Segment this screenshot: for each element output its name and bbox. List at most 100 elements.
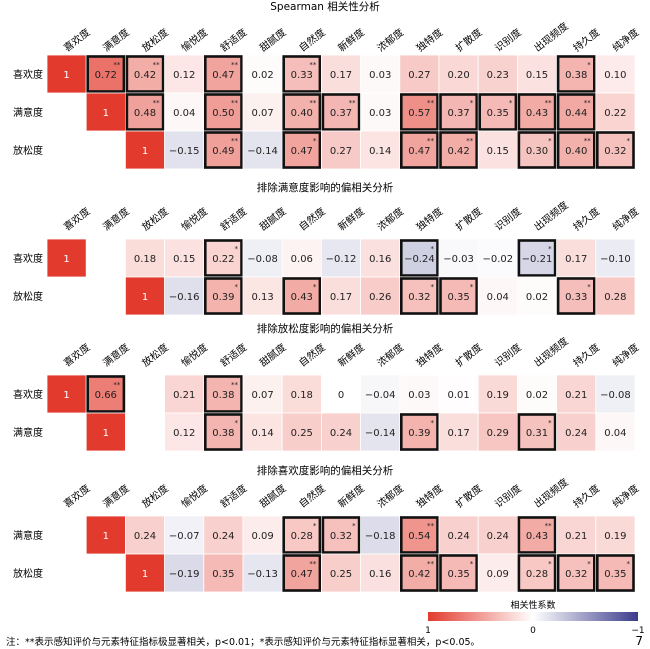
heatmap-cell: [203, 276, 244, 316]
heatmap-cell: [164, 412, 205, 452]
heatmap-cell: [517, 553, 558, 593]
colorbar-tick: −1: [631, 626, 644, 636]
cell-value: 0.21: [173, 390, 195, 401]
significance-box: [439, 131, 479, 169]
significance-box: [282, 277, 322, 315]
heatmap-cell: [281, 130, 322, 170]
cell-value: 0.37: [330, 108, 352, 119]
cell-value: 0.12: [173, 70, 195, 81]
heatmap-cell: [399, 238, 440, 278]
heatmap-cell: [242, 553, 283, 593]
cell-value: 0.32: [604, 146, 626, 157]
heatmap-cell: [477, 238, 518, 278]
significance-mark: **: [231, 137, 239, 145]
column-label: 喜欢度: [61, 26, 93, 55]
cell-value: 0.28: [604, 292, 626, 303]
cell-value: 0.47: [408, 146, 430, 157]
heatmap-cell: [242, 130, 283, 170]
colorbar-tick: 0: [530, 626, 536, 636]
cell-value: 0.35: [212, 569, 234, 580]
column-label: 持久度: [570, 482, 602, 511]
heatmap-cell: [399, 553, 440, 593]
cell-value: 0.09: [487, 569, 509, 580]
cell-value: 0.38: [212, 390, 234, 401]
cell-value: 0.27: [408, 70, 430, 81]
significance-box: [399, 239, 439, 277]
heatmap-cell: [438, 412, 479, 452]
column-label: 识别度: [492, 205, 524, 234]
column-label: 放松度: [139, 26, 171, 55]
significance-mark: **: [545, 522, 553, 530]
significance-box: [282, 55, 322, 93]
cell-value: 0.47: [291, 146, 313, 157]
column-label: 纯净度: [610, 482, 642, 511]
cell-value: 0.40: [565, 146, 587, 157]
cell-value: 0.03: [408, 390, 430, 401]
cell-value: 0.42: [134, 70, 156, 81]
row-label: 放松度: [13, 567, 43, 580]
column-label: 放松度: [139, 482, 171, 511]
significance-box: [282, 516, 322, 554]
heatmap-cell: [46, 374, 87, 414]
column-label: 识别度: [492, 341, 524, 370]
heatmap-cell: [242, 92, 283, 132]
cell-value: 0.33: [565, 292, 587, 303]
cell-value: −0.14: [365, 428, 396, 439]
significance-box: [86, 375, 126, 413]
row-label: 放松度: [13, 290, 43, 303]
colorbar-tick: 1: [425, 626, 431, 636]
cell-value: 0.13: [251, 292, 273, 303]
significance-box: [595, 554, 635, 592]
column-label: 新鲜度: [335, 26, 367, 55]
column-label: 纯净度: [610, 26, 642, 55]
heatmap-cell: [281, 276, 322, 316]
significance-box: [439, 93, 479, 131]
significance-box: [517, 239, 557, 277]
column-label: 纯净度: [610, 341, 642, 370]
significance-box: [86, 55, 126, 93]
cell-value: 1: [103, 428, 109, 439]
column-label: 持久度: [570, 205, 602, 234]
column-label: 自然度: [296, 341, 328, 370]
significance-mark: *: [627, 137, 631, 145]
significance-mark: **: [231, 61, 239, 69]
heatmap-cell: [164, 92, 205, 132]
column-label: 浓郁度: [374, 482, 406, 511]
heatmap-cell: [203, 54, 244, 94]
cell-value: 0.39: [408, 428, 430, 439]
cell-value: 0.72: [95, 70, 117, 81]
column-label: 独特度: [414, 205, 446, 234]
column-label: 浓郁度: [374, 205, 406, 234]
cell-value: 0.10: [604, 70, 626, 81]
column-label: 纯净度: [610, 205, 642, 234]
heatmap-cell: [360, 515, 401, 555]
cell-value: 0.17: [565, 254, 587, 265]
cell-value: 0.47: [212, 70, 234, 81]
significance-mark: *: [431, 245, 435, 253]
cell-value: −0.04: [365, 390, 396, 401]
cell-value: −0.19: [169, 569, 200, 580]
significance-box: [204, 55, 243, 93]
cell-value: 0.07: [251, 108, 273, 119]
heatmap-cell: [517, 54, 558, 94]
significance-box: [517, 516, 557, 554]
column-label: 扩散度: [453, 341, 485, 370]
cell-value: 0.14: [369, 146, 391, 157]
significance-box: [517, 413, 557, 451]
column-label: 愉悦度: [178, 341, 210, 370]
significance-box: [439, 277, 479, 315]
cell-value: 0.22: [604, 108, 626, 119]
row-label: 满意度: [13, 106, 43, 119]
cell-value: 0.29: [487, 428, 509, 439]
column-label: 浓郁度: [374, 341, 406, 370]
cell-value: 0.40: [291, 108, 313, 119]
cell-value: 0.32: [408, 292, 430, 303]
heatmap-cell: [360, 374, 401, 414]
column-label: 喜欢度: [61, 341, 93, 370]
heatmap-cell: [125, 553, 166, 593]
significance-mark: *: [235, 419, 239, 427]
cell-value: 0.38: [565, 70, 587, 81]
significance-box: [595, 131, 635, 169]
significance-box: [399, 131, 439, 169]
significance-box: [125, 55, 165, 93]
